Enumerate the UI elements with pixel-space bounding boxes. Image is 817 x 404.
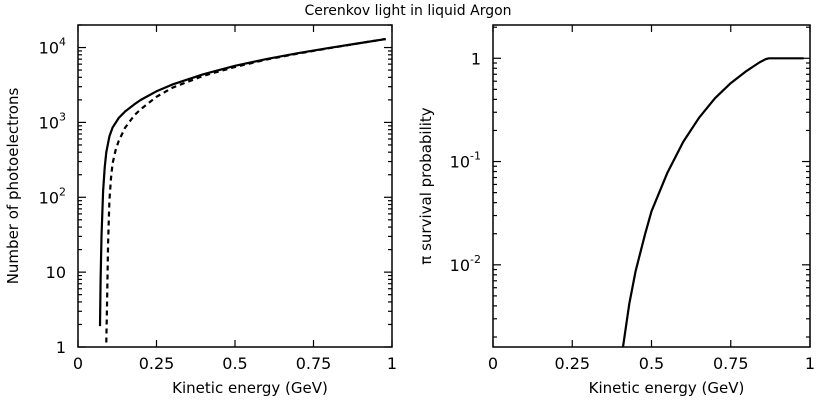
survival-x-tick-label: 0.5 (639, 354, 664, 373)
survival-y-tick-label: 10-2 (450, 253, 481, 275)
survival-x-tick-label: 0 (488, 354, 498, 373)
photoelectrons-x-tick-label: 0.75 (296, 354, 332, 373)
survival-y-axis-label: π survival probability (417, 107, 435, 264)
photoelectrons-y-tick-label: 10 (46, 263, 66, 282)
photoelectrons-series-dashed-line (105, 37, 386, 343)
photoelectrons-x-tick-label: 1 (387, 354, 397, 373)
photoelectrons-y-tick-label: 1 (56, 338, 66, 357)
figure-title: Cerenkov light in liquid Argon (304, 3, 511, 19)
photoelectrons-y-axis-label: Number of photoelectrons (4, 88, 22, 285)
photoelectrons-y-tick-label: 102 (39, 185, 66, 207)
survival-probability-panel: 0 0.25 0.5 0.75 1 10-2 10-1 1 Kinetic energy (Ge… (417, 24, 815, 397)
survival-y-tick-label: 1 (471, 49, 481, 68)
survival-x-axis-label: Kinetic energy (GeV) (589, 379, 745, 397)
survival-x-tick-label: 1 (805, 354, 815, 373)
photoelectrons-panel: 0 0.25 0.5 0.75 1 1 10 102 103 104 Kinetic energy … (4, 24, 397, 397)
photoelectrons-x-tick-label: 0.5 (222, 354, 247, 373)
photoelectrons-x-axis-label: Kinetic energy (GeV) (172, 379, 328, 397)
survival-y-tick-label: 10-1 (450, 150, 481, 172)
photoelectrons-y-tick-label: 104 (39, 36, 66, 58)
survival-plot-frame (492, 24, 811, 348)
photoelectrons-x-tick-label: 0.25 (139, 354, 175, 373)
photoelectrons-y-tick-label: 103 (39, 110, 66, 132)
photoelectrons-x-tick-label: 0 (73, 354, 83, 373)
survival-series-solid-line (621, 57, 804, 348)
photoelectrons-series-solid-line (98, 37, 386, 327)
survival-x-tick-label: 0.75 (713, 354, 749, 373)
photoelectrons-plot-frame (77, 24, 393, 348)
survival-x-tick-label: 0.25 (554, 354, 590, 373)
